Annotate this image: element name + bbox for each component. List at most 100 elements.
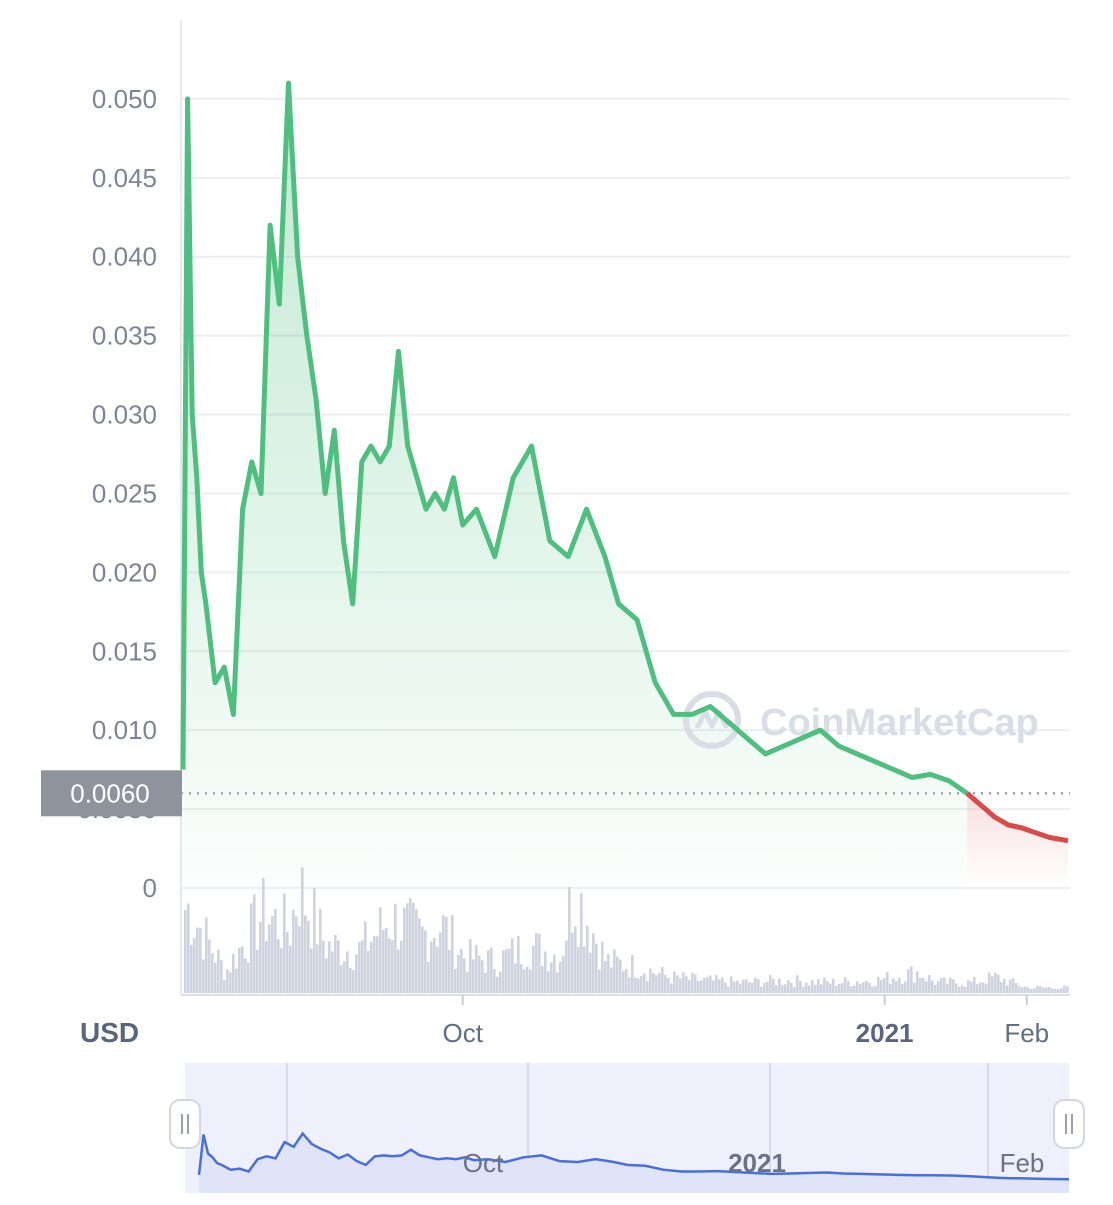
volume-bar [787,980,790,993]
volume-bar [595,943,598,993]
volume-bar [256,949,259,993]
volume-bar [853,985,856,993]
volume-bar [562,955,565,993]
volume-bar [829,983,832,993]
volume-bar [496,976,499,993]
volume-bar [448,949,451,993]
volume-bar [898,977,901,993]
volume-bar [304,915,307,993]
volume-bar [274,908,277,993]
volume-bar [700,980,703,993]
volume-bar [976,984,979,993]
volume-bar [610,967,613,993]
volume-bar [940,978,943,993]
volume-bar [748,982,751,993]
navigator-left-handle[interactable] [169,1099,201,1149]
volume-bar [640,975,643,993]
volume-bar [211,953,214,993]
volume-bar [457,954,460,993]
volume-bar [1048,987,1051,993]
x-tick-label: Oct [442,1018,483,1048]
volume-bar [418,918,421,993]
volume-bar [661,966,664,993]
volume-bar [586,925,589,993]
volume-bar [505,948,508,993]
volume-bar [889,983,892,993]
volume-bar [1039,986,1042,993]
navigator-tick-label: Oct [463,1148,504,1178]
volume-bar [904,981,907,993]
volume-bar [1006,985,1009,993]
volume-bar [337,940,340,993]
volume-bar [724,982,727,993]
range-navigator[interactable]: Oct 2021 Feb [169,1063,1085,1193]
volume-bar [1063,985,1066,993]
volume-bar [949,977,952,993]
navigator-right-handle[interactable] [1053,1099,1085,1149]
volume-bar [262,877,265,993]
volume-bar [568,887,571,993]
y-tick-label: 0.025 [92,478,157,508]
volume-bar [445,916,448,993]
volume-bar [943,977,946,993]
y-tick-label: 0.015 [92,636,157,666]
volume-bar [709,975,712,993]
volume-bar [526,966,529,993]
volume-bar [493,968,496,993]
volume-bar [919,977,922,993]
volume-bar [535,933,538,993]
volume-bar [466,972,469,993]
volume-bar [739,983,742,993]
volume-bar [844,977,847,993]
volume-bar [1051,988,1054,993]
volume-bar [460,948,463,993]
volume-bar [292,909,295,993]
volume-bar [409,898,412,993]
volume-bar [328,941,331,993]
volume-bar [1021,987,1024,993]
volume-bar [814,984,817,993]
volume-bar [349,967,352,993]
volume-bar [742,979,745,993]
volume-bar [727,986,730,993]
y-tick-label: 0.050 [92,84,157,114]
volume-bar [1057,989,1060,993]
volume-bar [316,944,319,993]
volume-bar [913,982,916,993]
volume-bar [682,972,685,993]
volume-bar [781,984,784,993]
volume-bar [958,986,961,993]
volume-bar [229,972,232,993]
volume-bar [871,986,874,993]
volume-bar [625,968,628,993]
volume-bar [952,979,955,993]
volume-bar [841,982,844,993]
volume-bar [325,958,328,993]
navigator-tick-label: 2021 [728,1148,786,1178]
volume-bar [298,926,301,993]
volume-bar [934,985,937,993]
volume-bar [691,972,694,993]
volume-bar [613,949,616,993]
volume-bar [208,939,211,993]
price-area-up [183,83,968,889]
volume-bar [340,965,343,993]
volume-bar [994,972,997,993]
volume-bar [703,977,706,993]
volume-bar [520,964,523,993]
volume-bar [481,960,484,993]
volume-bar [214,962,217,993]
volume-bar [616,956,619,993]
y-tick-label: 0.035 [92,321,157,351]
volume-bar [991,976,994,993]
volume-bar [874,986,877,993]
volume-bar [805,982,808,993]
volume-bar [835,985,838,993]
volume-bar [532,945,535,993]
volume-bar [238,947,241,993]
volume-bar [391,940,394,993]
volume-bar [574,926,577,993]
volume-bar [253,894,256,993]
